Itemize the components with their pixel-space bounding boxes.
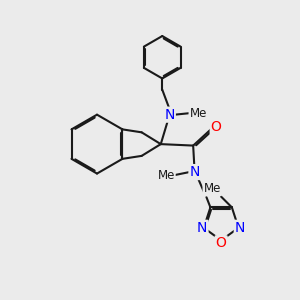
Text: Me: Me [158,169,175,182]
Text: O: O [216,236,226,250]
Text: O: O [211,120,222,134]
Text: N: N [164,108,175,122]
Text: N: N [235,221,245,235]
Text: N: N [197,221,208,235]
Text: N: N [190,165,200,179]
Text: Me: Me [203,182,221,195]
Text: Me: Me [190,107,207,120]
